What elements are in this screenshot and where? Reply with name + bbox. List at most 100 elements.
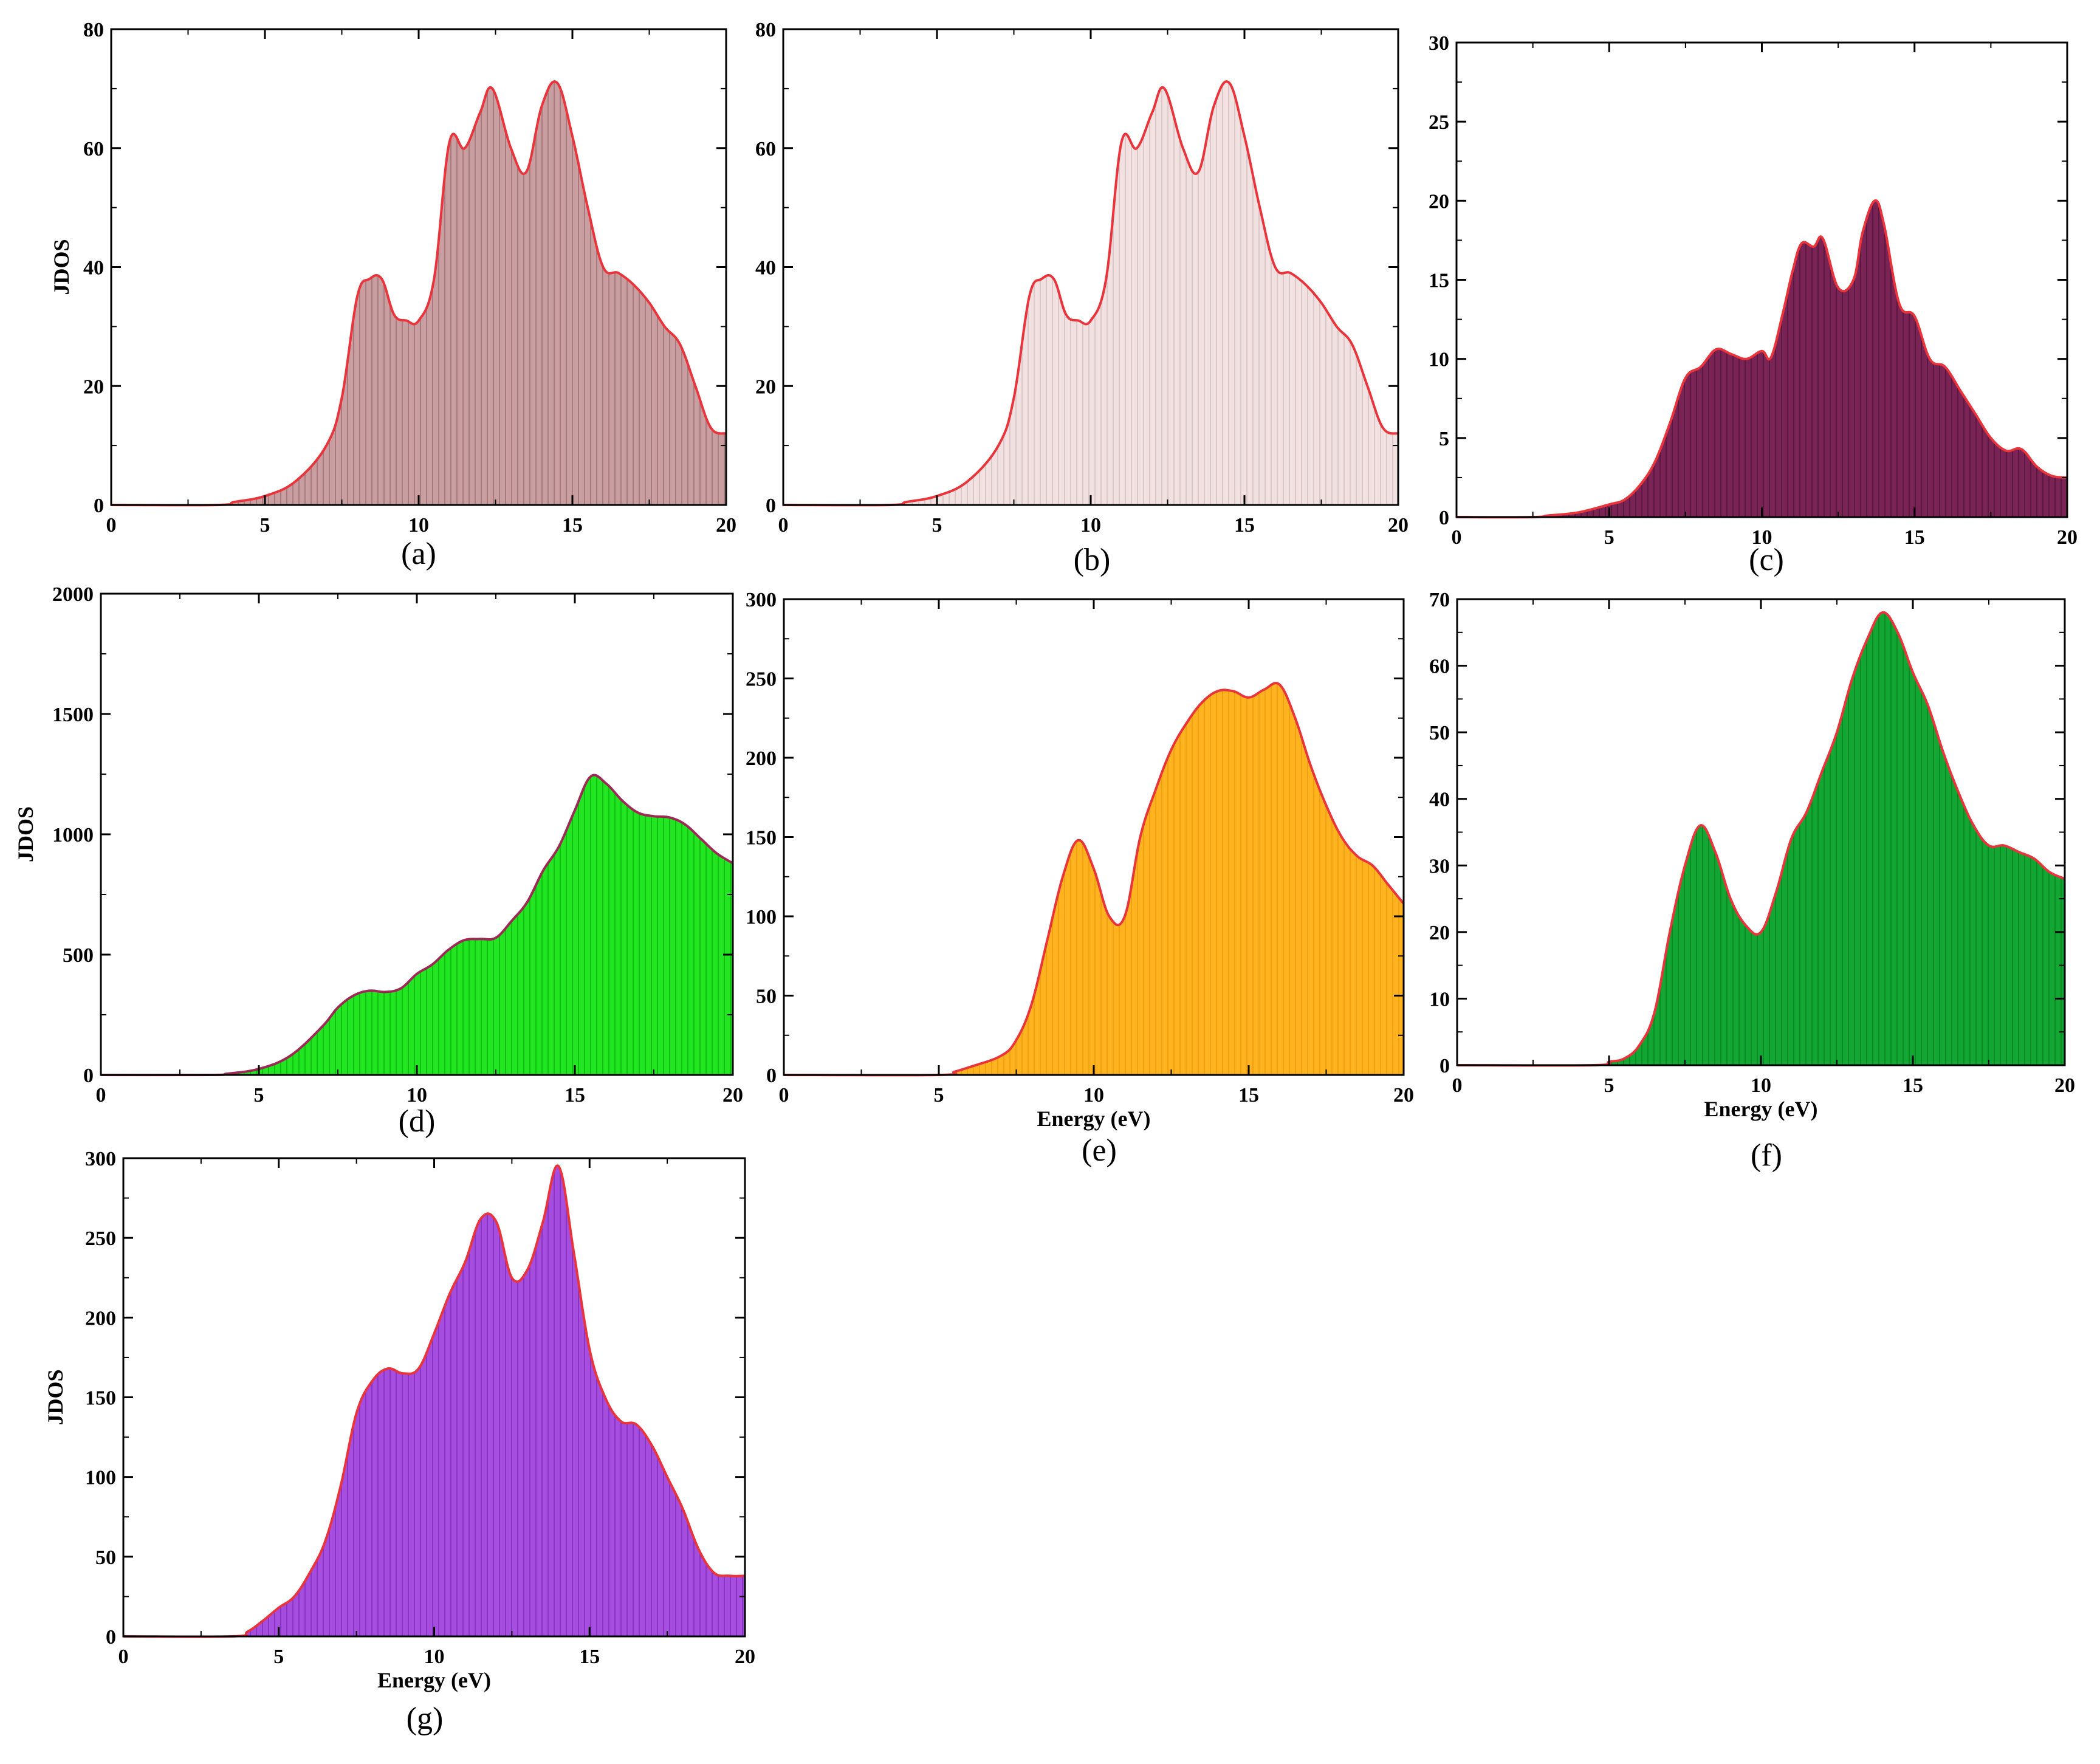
x-tick-label: 20 xyxy=(735,1646,755,1668)
x-tick-label: 0 xyxy=(96,1084,106,1107)
y-tick-label: 200 xyxy=(746,747,777,770)
x-tick-label: 20 xyxy=(2054,1074,2075,1097)
x-tick-label: 15 xyxy=(1238,1084,1259,1107)
y-tick-label: 80 xyxy=(755,19,776,41)
x-tick-label: 5 xyxy=(260,514,270,537)
x-tick-label: 0 xyxy=(118,1646,129,1668)
x-tick-label: 15 xyxy=(579,1646,600,1668)
y-tick-label: 10 xyxy=(1429,349,1449,371)
panel-caption: (f) xyxy=(1751,1138,1782,1173)
x-tick-label: 10 xyxy=(407,1084,427,1107)
y-tick-label: 5 xyxy=(1439,428,1449,450)
x-tick-label: 10 xyxy=(408,514,429,537)
y-tick-label: 500 xyxy=(63,944,94,967)
x-axis-label: Energy (eV) xyxy=(377,1668,491,1692)
x-tick-label: 20 xyxy=(1393,1084,1414,1107)
jdos-area xyxy=(784,683,1404,1076)
y-axis-label: JDOS xyxy=(43,1369,67,1425)
x-tick-label: 10 xyxy=(1083,1084,1104,1107)
y-tick-label: 300 xyxy=(746,589,777,611)
y-tick-label: 100 xyxy=(85,1467,116,1489)
jdos-area xyxy=(111,81,726,506)
y-tick-label: 10 xyxy=(1429,988,1450,1011)
y-tick-label: 0 xyxy=(766,1065,777,1087)
y-tick-label: 0 xyxy=(766,495,776,517)
y-tick-label: 1500 xyxy=(52,704,94,726)
jdos-curve xyxy=(783,80,1399,507)
panel-f: 0 5 10 15 20 0 10 20 30 40 50 60 70 Energy (eV) (f) xyxy=(1429,589,2075,1173)
x-tick-label: 5 xyxy=(932,514,942,537)
y-tick-label: 50 xyxy=(756,986,777,1008)
y-tick-label: 0 xyxy=(1439,1055,1450,1077)
y-tick-label: 150 xyxy=(746,827,777,849)
y-axis-label: JDOS xyxy=(13,806,38,862)
x-tick-label: 15 xyxy=(562,514,583,537)
x-tick-label: 15 xyxy=(564,1084,585,1107)
y-tick-label: 20 xyxy=(755,376,776,398)
jdos-area xyxy=(1457,612,2065,1066)
panel-b: 0 5 10 15 20 0 20 40 60 80 (b) xyxy=(755,19,1409,577)
x-tick-label: 0 xyxy=(1452,1074,1463,1097)
y-tick-label: 70 xyxy=(1429,589,1450,611)
jdos-area xyxy=(1457,201,2067,518)
y-tick-label: 20 xyxy=(1429,922,1450,944)
jdos-curve xyxy=(783,682,1405,1077)
x-tick-label: 15 xyxy=(1904,526,1925,549)
x-tick-label: 10 xyxy=(424,1646,445,1668)
x-tick-label: 5 xyxy=(254,1084,264,1107)
x-tick-label: 0 xyxy=(778,514,789,537)
x-tick-label: 5 xyxy=(273,1646,284,1668)
x-tick-label: 0 xyxy=(779,1084,789,1107)
x-tick-label: 5 xyxy=(934,1084,944,1107)
y-tick-label: 50 xyxy=(95,1546,116,1569)
y-tick-label: 1000 xyxy=(52,824,94,846)
x-tick-label: 20 xyxy=(1388,514,1409,537)
jdos-curve xyxy=(111,80,727,507)
x-tick-label: 20 xyxy=(2057,526,2078,549)
x-tick-label: 0 xyxy=(106,514,117,537)
x-tick-label: 15 xyxy=(1903,1074,1923,1097)
jdos-area xyxy=(101,775,733,1076)
panel-caption: (d) xyxy=(399,1104,436,1139)
y-tick-label: 300 xyxy=(85,1148,116,1170)
y-tick-label: 60 xyxy=(83,138,104,160)
x-tick-label: 10 xyxy=(1751,1074,1771,1097)
panel-a: 0 5 10 15 20 0 20 40 60 80 JDOS (a) xyxy=(49,19,736,571)
y-tick-label: 0 xyxy=(1439,507,1449,529)
panel-c: 0 5 10 15 20 0 5 10 15 20 25 30 (c) xyxy=(1429,32,2078,577)
x-tick-label: 15 xyxy=(1234,514,1255,537)
jdos-curve xyxy=(123,1164,746,1638)
y-tick-label: 60 xyxy=(755,138,776,160)
panel-caption: (b) xyxy=(1074,543,1111,577)
y-tick-label: 15 xyxy=(1429,270,1449,292)
panel-caption: (a) xyxy=(401,537,436,571)
panel-caption: (g) xyxy=(407,1701,444,1736)
x-tick-label: 5 xyxy=(1604,526,1614,549)
y-tick-label: 20 xyxy=(1429,190,1449,213)
jdos-area xyxy=(783,81,1398,506)
y-tick-label: 80 xyxy=(83,19,104,41)
x-axis-label: Energy (eV) xyxy=(1037,1107,1151,1131)
x-tick-label: 5 xyxy=(1604,1074,1614,1097)
y-tick-label: 40 xyxy=(1429,789,1450,811)
panel-d: 0 5 10 15 20 0 500 1000 1500 2000 JDOS (d) xyxy=(13,583,743,1139)
y-tick-label: 150 xyxy=(85,1387,116,1410)
y-tick-label: 0 xyxy=(83,1065,94,1087)
y-tick-label: 30 xyxy=(1429,32,1449,55)
x-tick-label: 10 xyxy=(1080,514,1101,537)
y-tick-label: 250 xyxy=(85,1227,116,1250)
y-tick-label: 100 xyxy=(746,906,777,928)
y-tick-label: 20 xyxy=(83,376,104,398)
panel-caption: (e) xyxy=(1082,1133,1117,1168)
x-tick-label: 20 xyxy=(722,1084,743,1107)
y-tick-label: 0 xyxy=(94,495,104,517)
y-axis-label: JDOS xyxy=(49,239,74,295)
x-axis-label: Energy (eV) xyxy=(1704,1097,1818,1121)
panel-caption: (c) xyxy=(1749,543,1784,577)
x-tick-label: 20 xyxy=(716,514,736,537)
y-tick-label: 2000 xyxy=(52,583,94,606)
y-tick-label: 60 xyxy=(1429,656,1450,678)
